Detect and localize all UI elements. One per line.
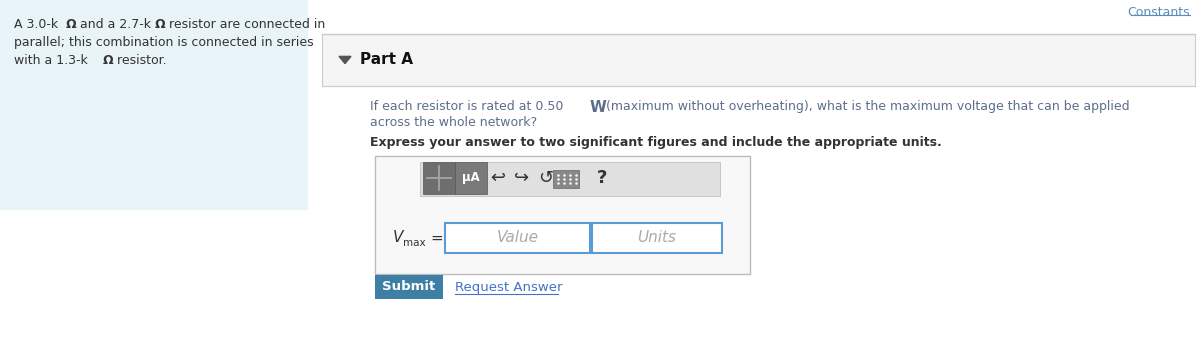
- FancyBboxPatch shape: [424, 162, 455, 194]
- Text: Part A: Part A: [360, 53, 413, 67]
- Text: A 3.0-k: A 3.0-k: [14, 18, 58, 31]
- Text: =: =: [430, 230, 443, 246]
- Text: Express your answer to two significant figures and include the appropriate units: Express your answer to two significant f…: [370, 136, 942, 149]
- Text: Ω: Ω: [155, 18, 166, 31]
- Polygon shape: [340, 56, 352, 64]
- Text: ↩: ↩: [491, 169, 505, 187]
- Text: and a 2.7-k: and a 2.7-k: [76, 18, 151, 31]
- FancyBboxPatch shape: [374, 156, 750, 274]
- Text: ?: ?: [596, 169, 607, 187]
- Text: with a 1.3-k: with a 1.3-k: [14, 54, 88, 67]
- Text: Constants: Constants: [1127, 6, 1190, 19]
- Text: Ω: Ω: [103, 54, 114, 67]
- Text: ↺: ↺: [539, 169, 553, 187]
- Text: (maximum without overheating), what is the maximum voltage that can be applied: (maximum without overheating), what is t…: [602, 100, 1129, 113]
- FancyBboxPatch shape: [553, 170, 580, 188]
- Text: across the whole network?: across the whole network?: [370, 116, 538, 129]
- Text: μA: μA: [462, 172, 480, 184]
- Text: resistor are connected in: resistor are connected in: [166, 18, 325, 31]
- FancyBboxPatch shape: [322, 34, 1195, 86]
- Text: max: max: [403, 238, 426, 248]
- Text: V: V: [394, 230, 403, 246]
- FancyBboxPatch shape: [374, 275, 443, 299]
- Text: Units: Units: [637, 230, 677, 246]
- FancyBboxPatch shape: [420, 162, 720, 196]
- Text: ↪: ↪: [515, 169, 529, 187]
- FancyBboxPatch shape: [0, 0, 308, 210]
- Text: Value: Value: [497, 230, 539, 246]
- Text: Submit: Submit: [383, 280, 436, 293]
- Text: resistor.: resistor.: [113, 54, 167, 67]
- Text: Ω: Ω: [66, 18, 77, 31]
- Text: W: W: [590, 100, 607, 115]
- FancyBboxPatch shape: [445, 223, 590, 253]
- Text: Request Answer: Request Answer: [455, 280, 563, 293]
- FancyBboxPatch shape: [455, 162, 487, 194]
- Text: parallel; this combination is connected in series: parallel; this combination is connected …: [14, 36, 313, 49]
- Text: If each resistor is rated at 0.50: If each resistor is rated at 0.50: [370, 100, 571, 113]
- FancyBboxPatch shape: [592, 223, 722, 253]
